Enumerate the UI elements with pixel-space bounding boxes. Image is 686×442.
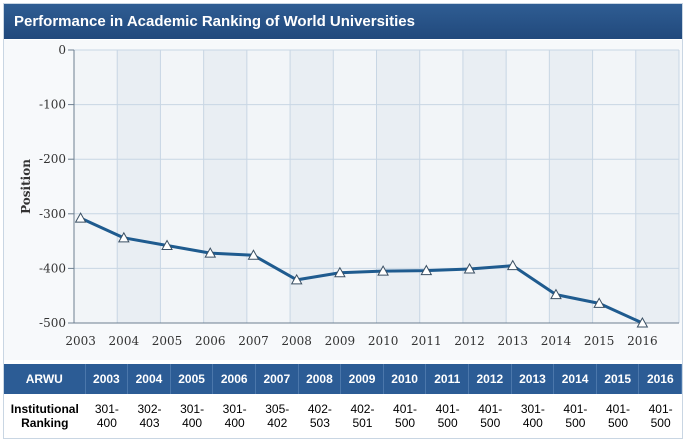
plot-band bbox=[203, 50, 247, 323]
x-tick-label: 2008 bbox=[281, 334, 312, 348]
plot-band bbox=[117, 50, 161, 323]
plot-band bbox=[246, 50, 291, 323]
plot-band bbox=[592, 50, 636, 323]
data-point-marker bbox=[593, 297, 606, 308]
table-ranking-cell: 401- 500 bbox=[648, 402, 673, 430]
table-ranking-cell: 301- 400 bbox=[94, 402, 119, 430]
y-tick-label: -300 bbox=[39, 207, 66, 221]
y-tick-label: -400 bbox=[39, 261, 66, 275]
data-point-marker bbox=[161, 239, 173, 250]
x-tick-label: 2016 bbox=[627, 334, 658, 348]
data-point-marker bbox=[117, 231, 130, 243]
plot-band bbox=[549, 50, 593, 323]
data-point-marker bbox=[550, 288, 562, 300]
plot-band bbox=[74, 50, 118, 323]
table-ranking-row: Institutional Ranking 301- 400 302- 403 301- 4… bbox=[4, 395, 682, 437]
plot-band bbox=[506, 50, 550, 323]
chart-title: Performance in Academic Ranking of World… bbox=[4, 4, 682, 39]
plot-area: 0 -100 -200 -300 -400 -500 2003 2004 2005 2006 200… bbox=[4, 40, 682, 360]
data-point-marker bbox=[377, 265, 389, 276]
table-header-year: 2012 bbox=[469, 364, 512, 394]
table-ranking-cell: 302- 403 bbox=[137, 402, 162, 430]
y-axis-label: Position bbox=[19, 159, 33, 214]
x-tick-label: 2011 bbox=[411, 334, 442, 348]
table-header-year: 2016 bbox=[639, 364, 683, 394]
table-ranking-cell: 402- 503 bbox=[307, 402, 332, 430]
table-header-year: 2009 bbox=[341, 364, 384, 394]
data-point-marker bbox=[247, 249, 260, 260]
data-point-marker bbox=[463, 262, 476, 274]
x-tick-label: 2012 bbox=[454, 334, 485, 348]
x-tick-label: 2009 bbox=[325, 334, 356, 348]
table-ranking-cell: 401- 500 bbox=[478, 402, 503, 430]
y-tick-label: -100 bbox=[39, 98, 66, 112]
table-header-year: 2008 bbox=[299, 364, 342, 394]
data-point-marker bbox=[204, 247, 217, 258]
table-ranking-cell: 401- 500 bbox=[393, 402, 418, 430]
table-header-label: ARWU bbox=[4, 364, 86, 394]
x-tick-label: 2007 bbox=[238, 334, 269, 348]
table-header-year: 2003 bbox=[86, 364, 129, 394]
table-header-year: 2013 bbox=[512, 364, 555, 394]
table-ranking-cell: 401- 500 bbox=[606, 402, 631, 430]
table-ranking-cell: 305- 402 bbox=[265, 402, 290, 430]
table-ranking-cell: 401- 500 bbox=[435, 402, 460, 430]
table-header-year: 2004 bbox=[128, 364, 171, 394]
table-ranking-cell: 301- 400 bbox=[222, 402, 247, 430]
data-point-marker bbox=[74, 212, 87, 223]
line-chart: 0 -100 -200 -300 -400 -500 2003 2004 2005 2006 200… bbox=[19, 43, 680, 348]
data-point-marker bbox=[636, 316, 649, 328]
table-ranking-cell: 301- 400 bbox=[520, 402, 545, 430]
y-tick-label: -500 bbox=[39, 316, 66, 330]
table-header-year: 2007 bbox=[256, 364, 299, 394]
data-point-marker bbox=[420, 264, 433, 276]
table-header-year: 2011 bbox=[426, 364, 470, 394]
x-tick-label: 2003 bbox=[65, 334, 96, 348]
data-point-marker bbox=[290, 273, 303, 285]
x-tick-label: 2006 bbox=[195, 334, 226, 348]
y-tick-label: -200 bbox=[39, 152, 66, 166]
table-header-year: 2005 bbox=[171, 364, 214, 394]
table-header-year: 2015 bbox=[597, 364, 640, 394]
x-tick-label: 2014 bbox=[541, 334, 572, 348]
table-header-year: 2014 bbox=[554, 364, 597, 394]
x-tick-label: 2005 bbox=[152, 334, 183, 348]
x-tick-label: 2015 bbox=[584, 334, 615, 348]
table-header-year: 2006 bbox=[213, 364, 256, 394]
table-header-year: 2010 bbox=[384, 364, 427, 394]
table-ranking-cell: 401- 500 bbox=[563, 402, 588, 430]
data-point-marker bbox=[506, 259, 519, 271]
x-tick-label: 2004 bbox=[109, 334, 140, 348]
x-tick-label: 2010 bbox=[368, 334, 399, 348]
series-line bbox=[79, 216, 644, 325]
plot-band bbox=[462, 50, 507, 323]
plot-band bbox=[635, 50, 679, 323]
x-tick-label: 2013 bbox=[497, 334, 528, 348]
plot-band bbox=[419, 50, 463, 323]
table-ranking-cell: 301- 400 bbox=[180, 402, 205, 430]
plot-band bbox=[376, 50, 420, 323]
plot-band bbox=[160, 50, 204, 323]
y-tick-label: 0 bbox=[58, 43, 66, 57]
table-row-label: Institutional Ranking bbox=[10, 402, 79, 430]
plot-band bbox=[333, 50, 377, 323]
table-ranking-cell: 402- 501 bbox=[350, 402, 375, 430]
data-point-marker bbox=[334, 266, 346, 278]
table-header-row: ARWU 2003 2004 2005 2006 2007 2008 2009 2010 201… bbox=[4, 364, 683, 394]
